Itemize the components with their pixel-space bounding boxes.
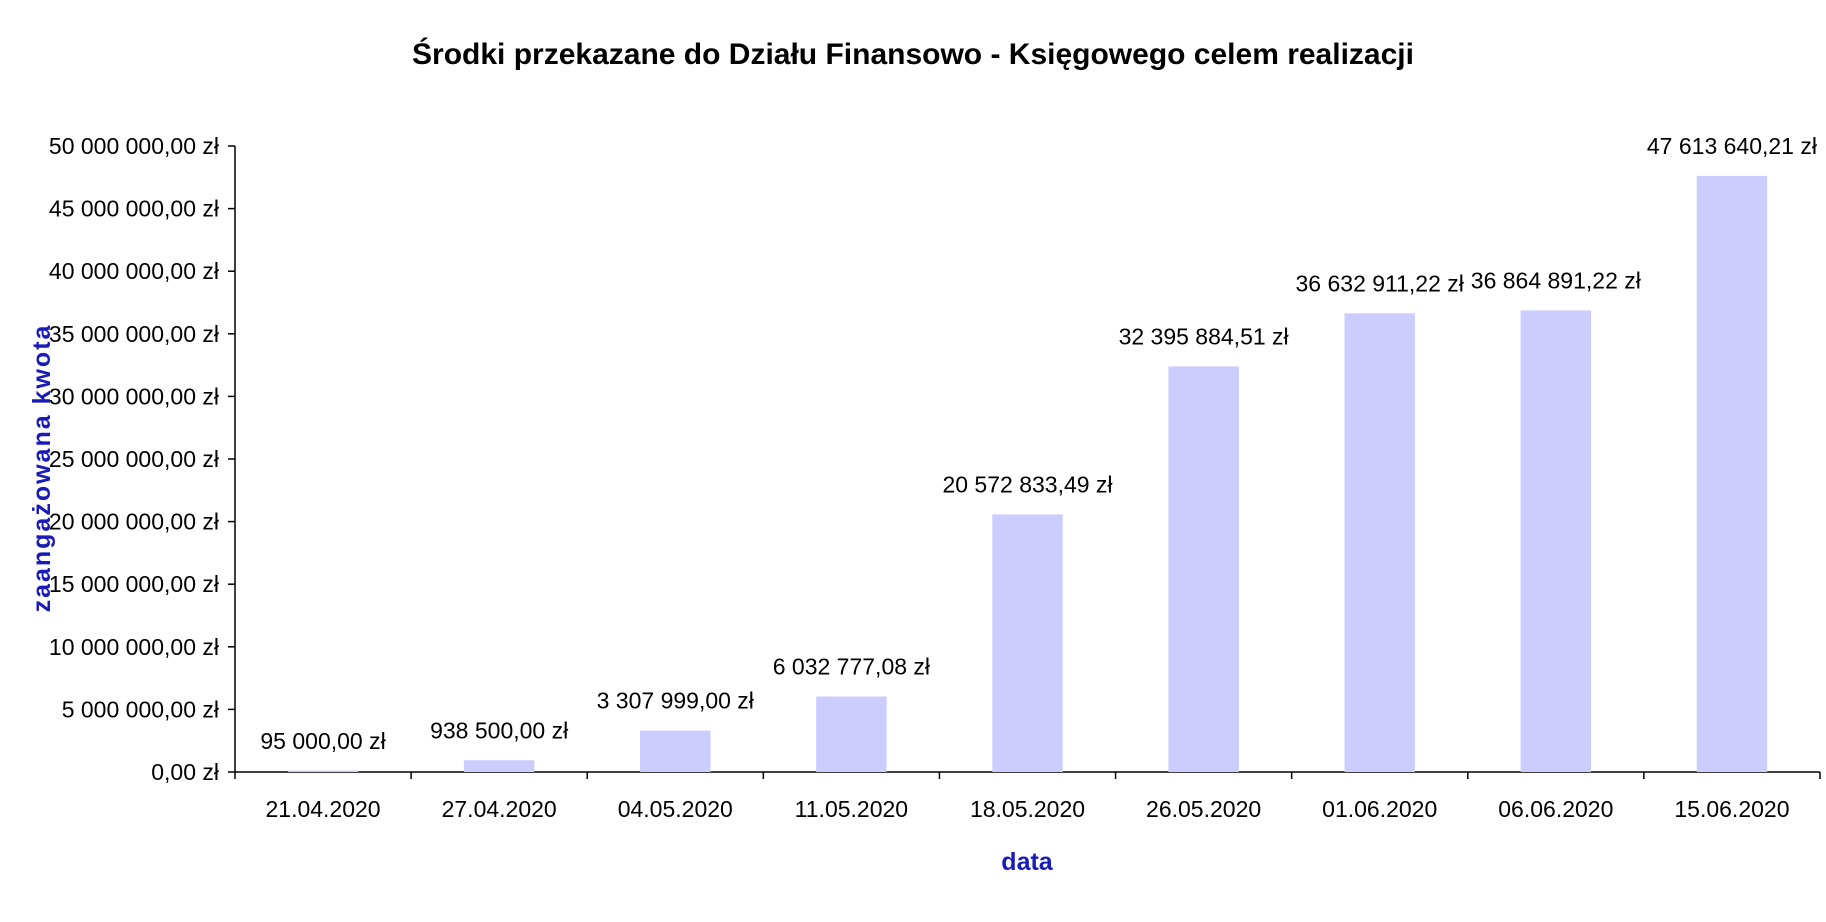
bar	[287, 770, 359, 772]
y-tick-label: 0,00 zł	[151, 759, 219, 785]
x-axis: 21.04.2020 27.04.2020 04.05.2020 11.05.2020…	[234, 771, 1821, 822]
y-tick-label: 50 000 000,00 zł	[49, 133, 219, 159]
bars	[287, 175, 1768, 773]
data-label: 938 500,00 zł	[430, 717, 568, 743]
y-axis: 0,00 zł 5 000 000,00 zł 10 000 000,00 zł 15…	[49, 133, 236, 785]
x-tick-label: 04.05.2020	[618, 796, 733, 822]
x-tick-label: 15.06.2020	[1674, 796, 1789, 822]
x-tick-label: 06.06.2020	[1498, 796, 1613, 822]
bar	[1168, 366, 1239, 772]
x-tick-label: 18.05.2020	[970, 796, 1085, 822]
y-tick-label: 35 000 000,00 zł	[49, 321, 219, 347]
bar	[1520, 310, 1592, 772]
chart-title: Środki przekazane do Działu Finansowo - …	[412, 37, 1414, 71]
x-axis-title: data	[1001, 848, 1054, 876]
y-axis-title: zaangażowana kwota	[28, 324, 56, 613]
bar	[640, 730, 711, 772]
y-tick-label: 20 000 000,00 zł	[49, 509, 219, 535]
x-tick-label: 27.04.2020	[442, 796, 557, 822]
bar	[1696, 175, 1768, 773]
y-tick-label: 25 000 000,00 zł	[49, 446, 219, 472]
x-tick-label: 11.05.2020	[795, 796, 908, 822]
bar	[816, 696, 887, 772]
y-tick-label: 30 000 000,00 zł	[49, 383, 219, 409]
y-tick-label: 45 000 000,00 zł	[49, 196, 219, 222]
x-tick-label: 26.05.2020	[1146, 796, 1261, 822]
y-tick-label: 15 000 000,00 zł	[49, 571, 219, 597]
data-labels: 95 000,00 zł 938 500,00 zł 3 307 999,00 zł…	[260, 133, 1817, 754]
data-label: 6 032 777,08 zł	[773, 653, 930, 679]
data-label: 95 000,00 zł	[260, 728, 385, 754]
x-tick-label: 21.04.2020	[265, 796, 380, 822]
data-label: 47 613 640,21 zł	[1647, 133, 1817, 159]
data-label: 32 395 884,51 zł	[1119, 323, 1289, 349]
data-label: 20 572 833,49 zł	[942, 471, 1112, 497]
y-tick-label: 5 000 000,00 zł	[62, 696, 219, 722]
y-tick-label: 10 000 000,00 zł	[49, 634, 219, 660]
data-label: 3 307 999,00 zł	[597, 688, 754, 714]
bar	[1344, 313, 1415, 772]
bar	[992, 514, 1063, 772]
bar	[463, 760, 535, 772]
data-label: 36 864 891,22 zł	[1471, 267, 1641, 293]
y-tick-label: 40 000 000,00 zł	[49, 258, 219, 284]
data-label: 36 632 911,22 zł	[1296, 270, 1464, 296]
x-tick-label: 01.06.2020	[1322, 796, 1437, 822]
